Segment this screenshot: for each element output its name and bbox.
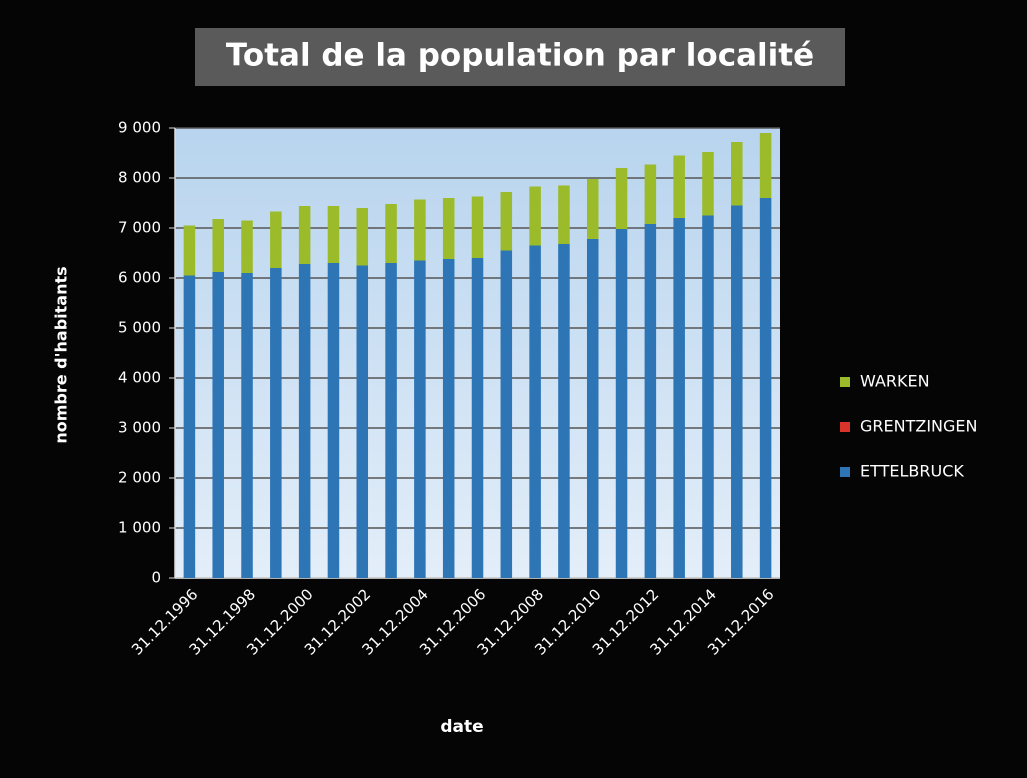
y-tick-label: 7 000 xyxy=(118,219,161,237)
bar-segment xyxy=(385,204,397,263)
bar-segment xyxy=(356,265,369,578)
legend-swatch xyxy=(840,422,850,432)
bar-segment xyxy=(270,211,282,268)
y-tick-label: 6 000 xyxy=(118,269,161,287)
bar-segment xyxy=(731,205,743,578)
bar-segment xyxy=(731,142,743,206)
legend-label: GRENTZINGEN xyxy=(860,417,978,436)
bar-segment xyxy=(183,225,196,276)
bar-segment xyxy=(442,198,455,259)
bar-segment xyxy=(298,206,311,264)
legend-label: WARKEN xyxy=(860,372,930,391)
bar-segment xyxy=(673,155,685,218)
x-axis-label: date xyxy=(440,717,483,737)
bar-segment xyxy=(615,229,628,578)
y-tick-label: 8 000 xyxy=(118,169,161,187)
bar-segment xyxy=(702,152,714,216)
bar-segment xyxy=(644,164,657,224)
bar-segment xyxy=(471,258,484,578)
bar-segment xyxy=(183,275,196,578)
legend-swatch xyxy=(840,467,850,477)
y-tick-label: 0 xyxy=(151,569,161,587)
bar-segment xyxy=(356,208,369,266)
bar-segment xyxy=(558,185,570,244)
bar-segment xyxy=(442,259,455,578)
y-tick-label: 4 000 xyxy=(118,369,161,387)
bar-segment xyxy=(327,263,340,578)
legend-swatch xyxy=(840,377,850,387)
bar-segment xyxy=(529,245,541,578)
bar-segment xyxy=(212,272,224,578)
title-box xyxy=(195,28,845,86)
y-tick-label: 5 000 xyxy=(118,319,161,337)
bar-segment xyxy=(615,168,628,229)
bar-segment xyxy=(644,224,657,578)
bar-segment xyxy=(212,219,224,272)
bar-segment xyxy=(529,186,541,246)
y-tick-label: 2 000 xyxy=(118,469,161,487)
bar-segment xyxy=(241,220,253,273)
bar-segment xyxy=(673,218,685,578)
bar-segment xyxy=(327,206,340,263)
bar-segment xyxy=(471,196,484,258)
bar-segment xyxy=(759,198,772,578)
y-tick-label: 9 000 xyxy=(118,119,161,137)
bar-segment xyxy=(500,250,513,578)
bar-segment xyxy=(414,199,426,261)
bar-segment xyxy=(241,273,253,578)
y-tick-label: 3 000 xyxy=(118,419,161,437)
bar-segment xyxy=(558,244,570,578)
bar-segment xyxy=(414,260,426,578)
bar-segment xyxy=(586,239,599,578)
y-axis-label: nombre d'habitants xyxy=(52,266,71,443)
bar-segment xyxy=(385,263,397,578)
legend-label: ETTELBRUCK xyxy=(860,462,964,481)
chart-title: Total de la population par localité xyxy=(226,38,814,74)
bar-segment xyxy=(586,179,599,239)
y-tick-label: 1 000 xyxy=(118,519,161,537)
bar-segment xyxy=(702,215,714,578)
bar-segment xyxy=(500,192,513,251)
bar-segment xyxy=(298,264,311,578)
bar-segment xyxy=(270,268,282,578)
bar-segment xyxy=(759,133,772,198)
